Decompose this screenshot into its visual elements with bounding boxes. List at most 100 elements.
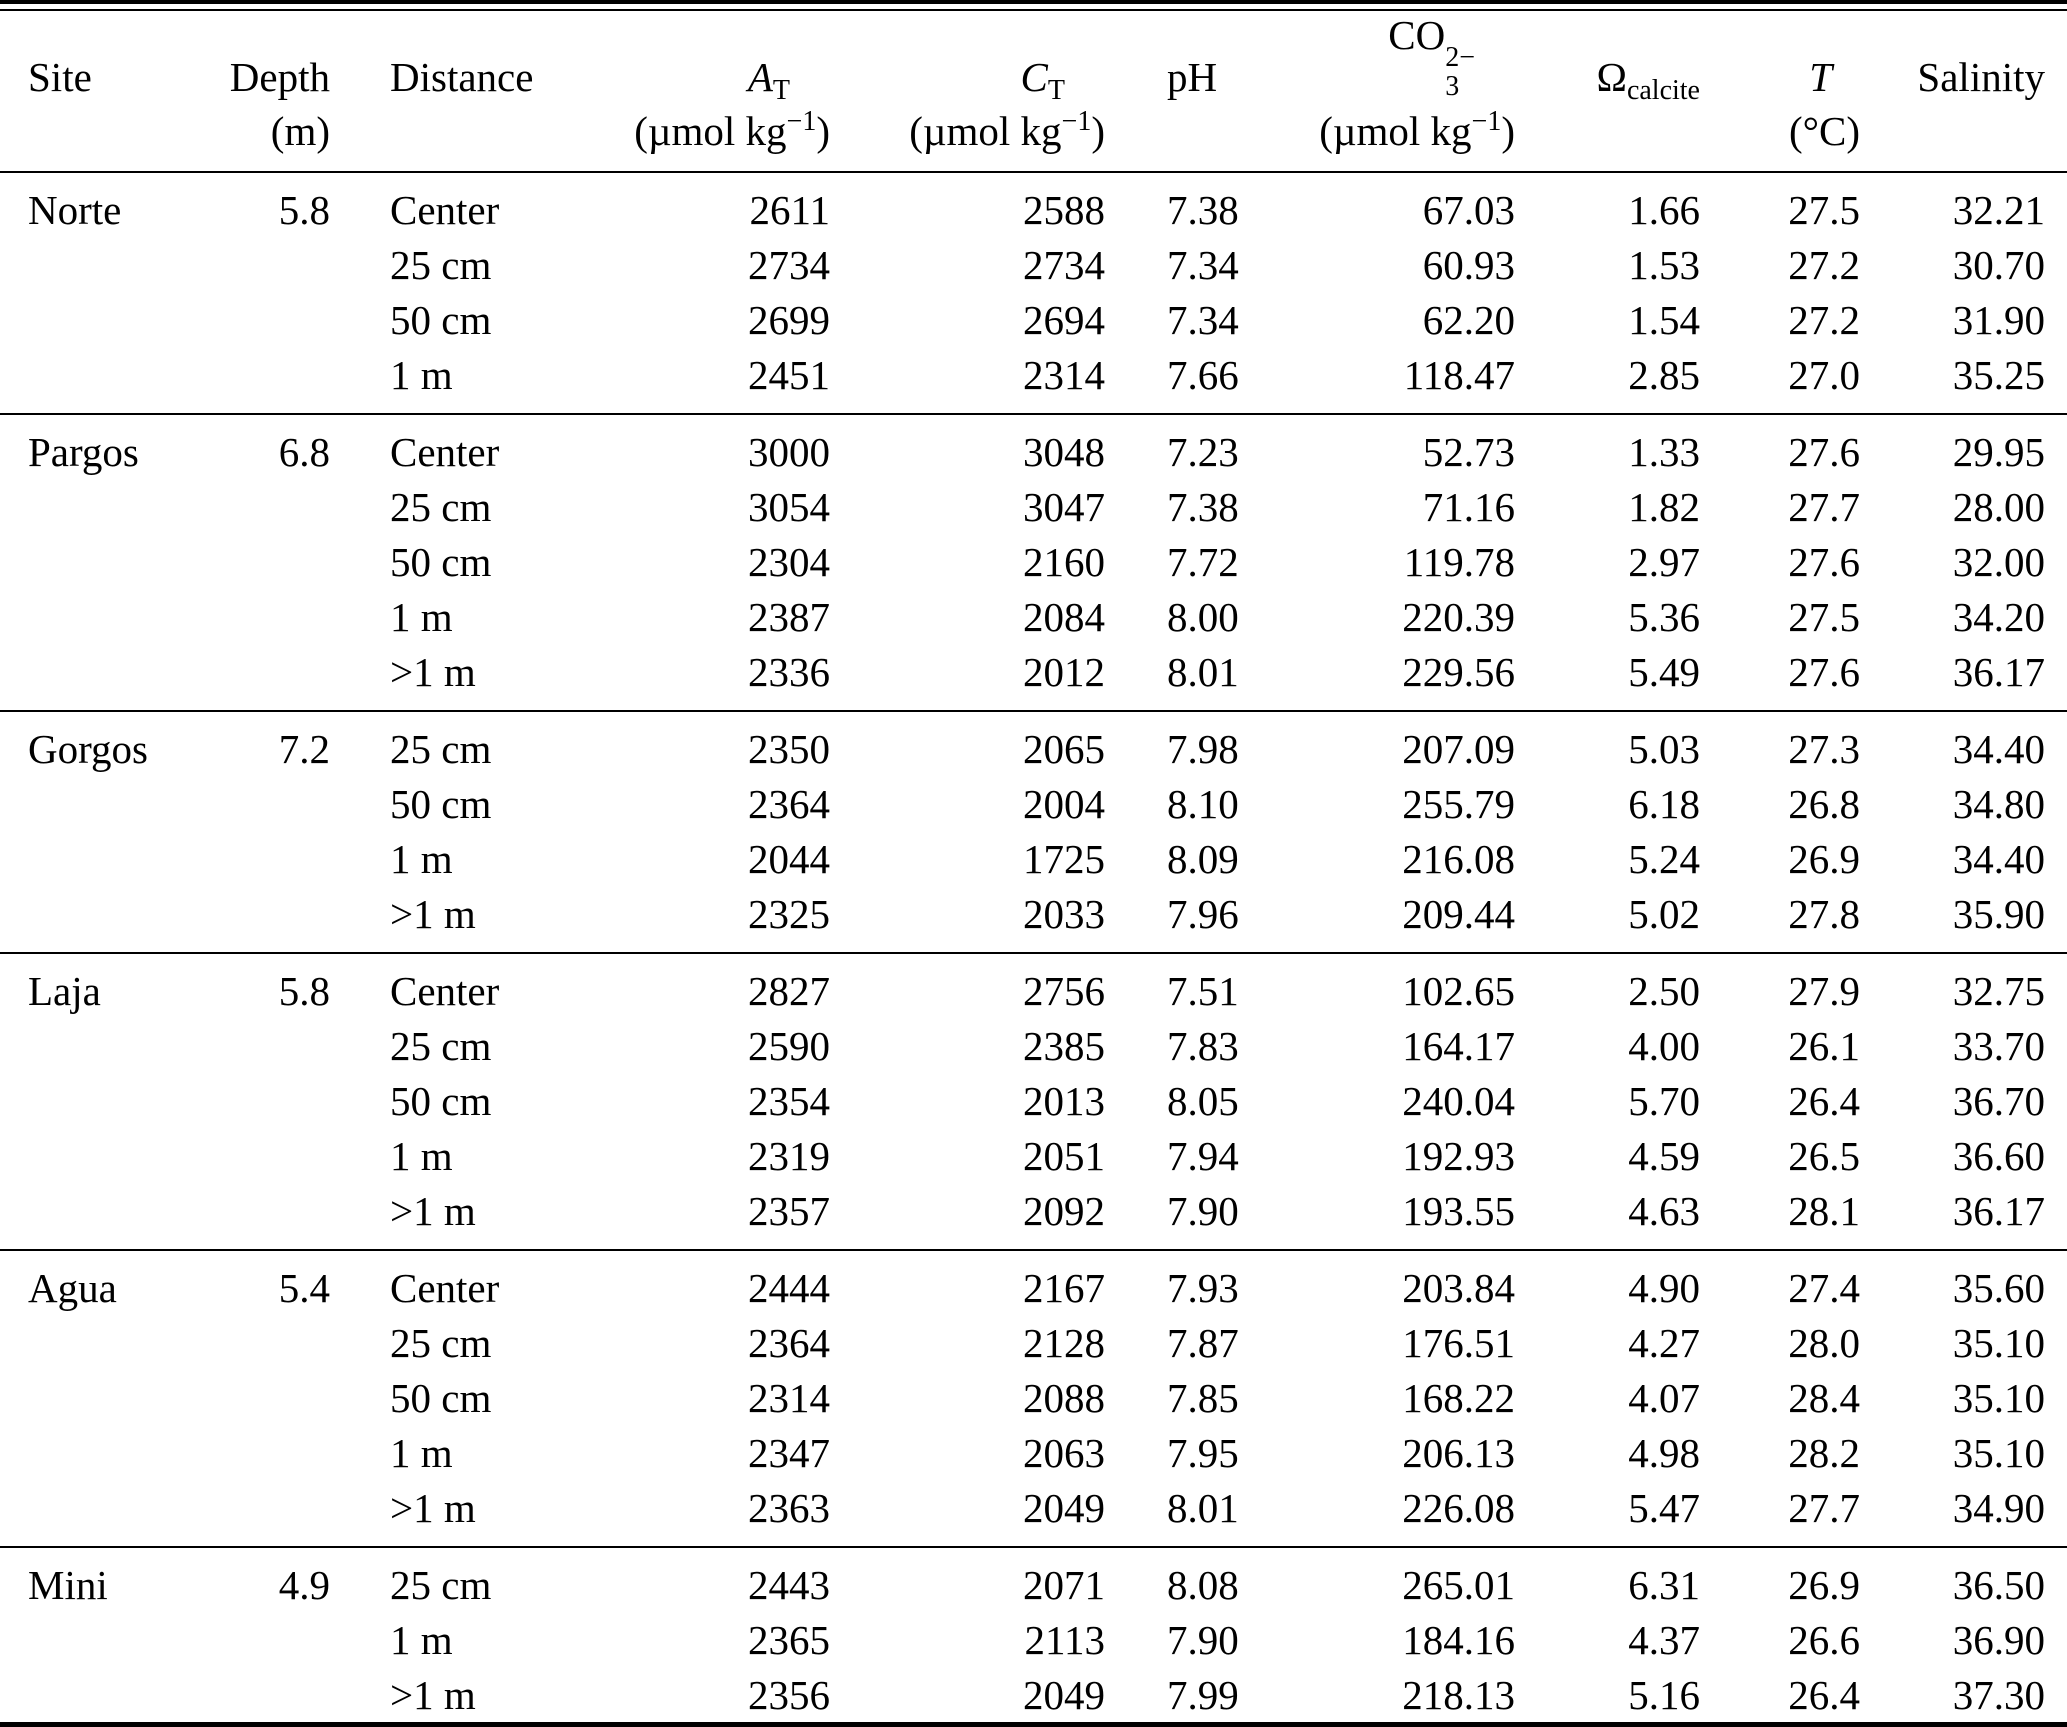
cell-omega: 4.27	[1628, 1319, 1700, 1366]
cell-co3: 119.78	[1403, 538, 1515, 585]
cell-distance: 1 m	[390, 835, 453, 882]
cell-co3: 62.20	[1422, 296, 1515, 343]
col-header-ct: CT	[830, 10, 1105, 104]
table-row: >1 m 2336 2012 8.01 229.56 5.49 27.6 36.17	[0, 644, 2067, 711]
cell-omega: 1.53	[1628, 241, 1700, 288]
cell-ph: 8.09	[1167, 835, 1239, 882]
cell-site	[0, 1315, 195, 1370]
cell-omega: 4.00	[1628, 1022, 1700, 1069]
cell-ct: 2033	[1023, 890, 1105, 937]
cell-site	[0, 776, 195, 831]
cell-ph: 8.01	[1167, 1484, 1239, 1531]
cell-site	[0, 1370, 195, 1425]
cell-salinity: 35.60	[1952, 1264, 2045, 1311]
cell-depth	[195, 1480, 330, 1547]
cell-distance: >1 m	[390, 648, 476, 695]
cell-distance: >1 m	[390, 1187, 476, 1234]
cell-at: 3000	[748, 428, 830, 475]
cell-depth: 5.8	[278, 186, 330, 233]
table-row: >1 m 2325 2033 7.96 209.44 5.02 27.8 35.90	[0, 886, 2067, 953]
cell-omega: 2.97	[1628, 538, 1700, 585]
cell-depth	[195, 1612, 330, 1667]
cell-at: 2325	[748, 890, 830, 937]
cell-depth	[195, 886, 330, 953]
col-header-ph: pH	[1167, 54, 1218, 101]
temperature-symbol: T	[1809, 54, 1832, 101]
cell-depth	[195, 237, 330, 292]
cell-t: 26.1	[1788, 1022, 1860, 1069]
cell-ph: 7.90	[1167, 1616, 1239, 1663]
cell-co3: 206.13	[1402, 1429, 1515, 1476]
cell-omega: 5.70	[1628, 1077, 1700, 1124]
cell-t: 27.6	[1788, 648, 1860, 695]
cell-depth	[195, 534, 330, 589]
unit-ct: (µmol kg−1)	[830, 101, 1105, 172]
cell-depth	[195, 1370, 330, 1425]
cell-ct: 2092	[1023, 1187, 1105, 1234]
cell-co3: 184.16	[1402, 1616, 1515, 1663]
cell-ct: 2013	[1023, 1077, 1105, 1124]
cell-distance: 1 m	[390, 1429, 453, 1476]
table-row: Pargos 6.8 Center 3000 3048 7.23 52.73 1.33 27.6…	[0, 414, 2067, 479]
site-group-pargos: Pargos 6.8 Center 3000 3048 7.23 52.73 1.33 27.6…	[0, 414, 2067, 711]
cell-site	[0, 1073, 195, 1128]
cell-co3: 240.04	[1402, 1077, 1515, 1124]
cell-t: 27.5	[1788, 186, 1860, 233]
table-row: 1 m 2347 2063 7.95 206.13 4.98 28.2 35.10	[0, 1425, 2067, 1480]
cell-depth	[195, 1073, 330, 1128]
table-header: Site Depth Distance AT CT pH CO 2− 3 Ωcalc…	[0, 10, 2067, 173]
cell-co3: 218.13	[1402, 1671, 1515, 1718]
cell-co3: 207.09	[1402, 725, 1515, 772]
cell-at: 2347	[748, 1429, 830, 1476]
cell-distance: 25 cm	[390, 1561, 492, 1608]
cell-at: 2364	[748, 780, 830, 827]
cell-t: 27.3	[1788, 725, 1860, 772]
cell-site	[0, 292, 195, 347]
cell-ph: 7.34	[1167, 241, 1239, 288]
cell-salinity: 36.60	[1952, 1132, 2045, 1179]
cell-t: 27.7	[1788, 483, 1860, 530]
cell-salinity: 30.70	[1952, 241, 2045, 288]
at-subscript: T	[772, 75, 790, 107]
cell-ph: 8.00	[1167, 593, 1239, 640]
cell-at: 2734	[748, 241, 830, 288]
col-header-temperature: T	[1700, 10, 1860, 101]
cell-depth	[195, 1018, 330, 1073]
table-row: 1 m 2387 2084 8.00 220.39 5.36 27.5 34.20	[0, 589, 2067, 644]
co3-symbol: CO	[1388, 12, 1446, 58]
cell-salinity: 32.00	[1952, 538, 2045, 585]
cell-ph: 7.72	[1167, 538, 1239, 585]
cell-site	[0, 479, 195, 534]
cell-ph: 7.34	[1167, 296, 1239, 343]
cell-t: 28.1	[1788, 1187, 1860, 1234]
cell-co3: 102.65	[1402, 967, 1515, 1014]
cell-ct: 2084	[1023, 593, 1105, 640]
cell-co3: 168.22	[1402, 1374, 1515, 1421]
cell-co3: 60.93	[1422, 241, 1515, 288]
co3-scripts: 2− 3	[1445, 44, 1475, 101]
cell-distance: >1 m	[390, 1484, 476, 1531]
unit-ct-text: (µmol kg	[909, 108, 1062, 155]
cell-at: 2590	[748, 1022, 830, 1069]
cell-distance: 1 m	[390, 593, 453, 640]
cell-distance: 1 m	[390, 1616, 453, 1663]
cell-ct: 2385	[1023, 1022, 1105, 1069]
cell-site	[0, 886, 195, 953]
cell-t: 27.6	[1788, 538, 1860, 585]
table-row: 25 cm 2590 2385 7.83 164.17 4.00 26.1 33.70	[0, 1018, 2067, 1073]
cell-co3: 176.51	[1402, 1319, 1515, 1366]
cell-salinity: 34.90	[1952, 1484, 2045, 1531]
cell-distance: Center	[390, 428, 500, 475]
cell-ct: 2588	[1023, 186, 1105, 233]
cell-site	[0, 347, 195, 414]
cell-omega: 4.90	[1628, 1264, 1700, 1311]
cell-t: 27.9	[1788, 967, 1860, 1014]
cell-ph: 7.51	[1167, 967, 1239, 1014]
cell-t: 27.2	[1788, 241, 1860, 288]
cell-depth: 7.2	[278, 725, 330, 772]
cell-distance: Center	[390, 1264, 500, 1311]
cell-depth: 4.9	[278, 1561, 330, 1608]
cell-ct: 2756	[1023, 967, 1105, 1014]
cell-distance: 1 m	[390, 1132, 453, 1179]
cell-depth	[195, 1183, 330, 1250]
